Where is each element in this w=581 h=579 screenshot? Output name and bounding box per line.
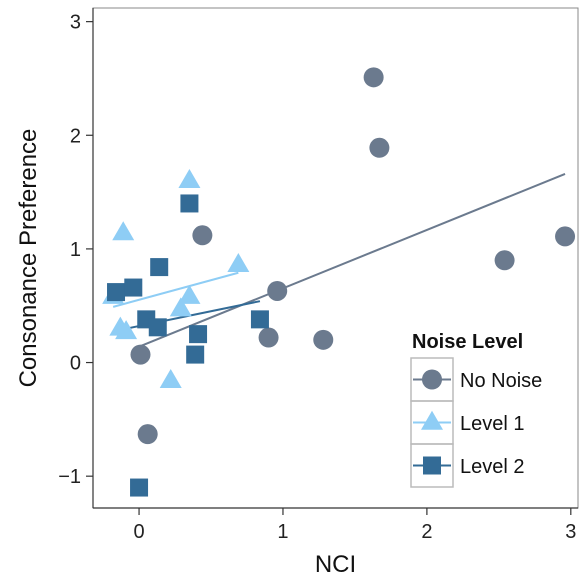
point-circle <box>137 424 158 445</box>
point-triangle <box>112 221 135 241</box>
point-circle <box>258 327 279 348</box>
point-square <box>107 283 126 302</box>
point-square <box>189 325 208 344</box>
legend-key-box <box>410 443 454 488</box>
y-tick-label: 1 <box>70 239 81 261</box>
point-triangle <box>178 284 201 304</box>
y-tick-label: 0 <box>70 353 81 375</box>
legend: Noise Level No Noise Level 1 Level 2 <box>410 331 542 488</box>
point-square <box>186 345 205 364</box>
x-axis-label: NCI <box>315 551 356 578</box>
legend-label: Level 1 <box>460 413 525 435</box>
point-circle <box>555 226 576 247</box>
point-circle <box>363 67 384 88</box>
point-triangle <box>159 368 182 388</box>
point-triangle <box>178 168 201 188</box>
point-circle <box>192 225 213 246</box>
point-square <box>180 194 199 213</box>
point-circle <box>494 250 515 271</box>
legend-key-circle <box>422 369 442 390</box>
point-triangle <box>227 253 250 273</box>
x-tick-label: 1 <box>277 521 288 543</box>
point-square <box>124 278 143 297</box>
y-tick-label: 2 <box>70 125 81 147</box>
point-circle <box>369 137 390 158</box>
point-triangle <box>169 297 192 317</box>
x-tick-label: 2 <box>421 521 432 543</box>
legend-label: No Noise <box>460 370 542 392</box>
point-triangle <box>115 320 138 340</box>
fit-line <box>138 172 566 348</box>
point-square <box>148 318 167 337</box>
x-tick-label: 3 <box>565 521 576 543</box>
legend-key-square <box>423 456 441 475</box>
legend-label: Level 2 <box>460 456 525 478</box>
data-points <box>102 67 576 497</box>
point-square <box>130 478 149 497</box>
y-tick-label: −1 <box>58 466 81 488</box>
point-circle <box>267 280 288 301</box>
point-circle <box>313 329 334 350</box>
point-circle <box>130 344 151 365</box>
legend-title: Noise Level <box>412 331 523 353</box>
y-axis-label: Consonance Preference <box>15 129 42 388</box>
point-square <box>150 258 169 277</box>
y-tick-label: 3 <box>70 12 81 34</box>
x-tick-label: 0 <box>133 521 144 543</box>
fit-line <box>112 271 239 308</box>
axes: 0 1 2 3 −1 0 1 2 3 NCI Consonance Preference <box>15 7 579 578</box>
legend-key-triangle <box>421 410 443 430</box>
point-square <box>250 310 269 329</box>
